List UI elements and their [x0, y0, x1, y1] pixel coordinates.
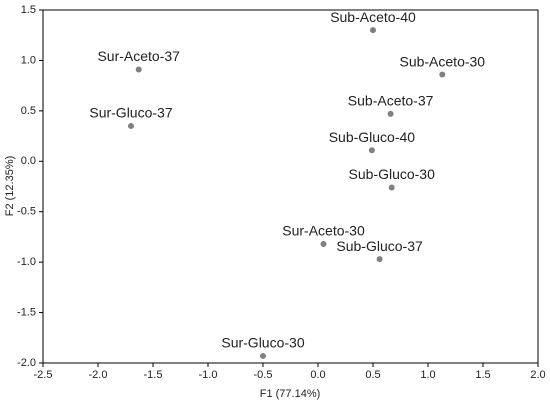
x-tick-label: 0.5: [365, 369, 380, 381]
point-label: Sub-Aceto-37: [348, 93, 434, 109]
y-tick-label: -0.5: [17, 206, 36, 218]
point-label: Sub-Aceto-30: [399, 53, 485, 69]
x-tick-label: -2.0: [89, 369, 108, 381]
point: [128, 122, 134, 129]
x-tick-label: 0.0: [310, 369, 325, 381]
point: [376, 256, 383, 263]
y-tick-label: -1.0: [17, 256, 36, 268]
y-tick-label: 1.0: [21, 54, 36, 66]
x-tick-label: 1.5: [475, 369, 490, 381]
x-tick-label: 1.0: [420, 369, 435, 381]
point-label: Sub-Gluco-40: [329, 129, 416, 145]
y-tick-label: 1.5: [21, 4, 36, 16]
point: [260, 352, 266, 359]
x-tick-label: -2.5: [34, 369, 53, 381]
y-tick-label: -1.5: [17, 306, 36, 318]
point-label: Sur-Aceto-37: [97, 48, 180, 64]
point-label: Sur-Gluco-30: [221, 335, 304, 351]
x-tick-label: -1.5: [144, 369, 163, 381]
point: [370, 27, 376, 34]
x-tick-label: 2.0: [530, 369, 545, 381]
point: [368, 147, 375, 154]
point: [388, 184, 395, 191]
point-label: Sub-Gluco-30: [349, 166, 436, 182]
x-axis-label: F1 (77.14%): [260, 388, 321, 400]
y-tick-label: 0.5: [21, 105, 36, 117]
point: [320, 240, 327, 247]
point: [135, 66, 142, 73]
y-tick-label: 0.0: [21, 155, 36, 167]
point: [387, 110, 394, 117]
plot-frame: [42, 9, 539, 364]
point: [439, 71, 446, 78]
x-tick-label: -1.0: [199, 369, 218, 381]
point-label: Sur-Aceto-30: [282, 223, 365, 239]
y-axis-label: F2 (12.35%): [4, 156, 16, 217]
x-tick-label: -0.5: [254, 369, 273, 381]
point-label: Sur-Gluco-37: [89, 105, 172, 121]
y-tick-label: -2.0: [17, 357, 36, 369]
point-label: Sub-Gluco-37: [336, 238, 423, 254]
point-label: Sub-Aceto-40: [330, 9, 416, 25]
